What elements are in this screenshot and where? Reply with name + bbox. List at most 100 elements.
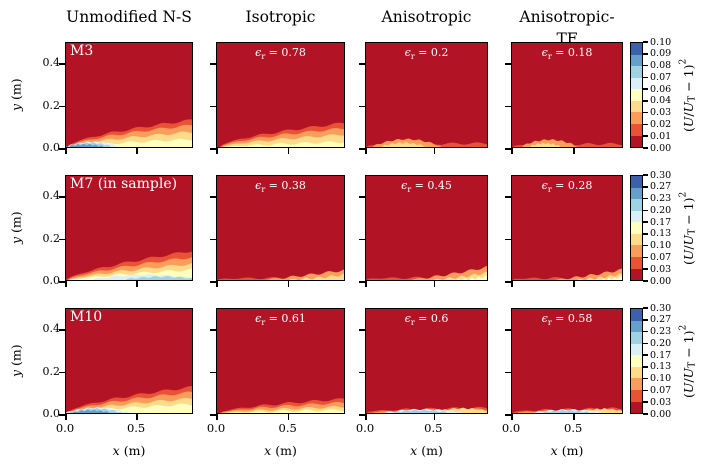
colorbar-tick: [643, 256, 648, 259]
y-tick: [59, 371, 65, 374]
y-tick-label: 0.2: [42, 98, 61, 112]
colorbar-tick: [643, 366, 648, 368]
colorbar-tick: [643, 100, 648, 102]
x-tick-label: 0.5: [424, 421, 443, 435]
y-tick-label: 0.4: [42, 189, 61, 203]
colorbar-tick: [643, 319, 648, 321]
contour-field-svg: [366, 265, 487, 280]
contour-field-svg: [219, 122, 344, 147]
x-tick: [216, 281, 218, 287]
eps-annotation-part: r: [261, 185, 266, 195]
x-tick-label: 0.5: [278, 421, 297, 435]
y-tick: [505, 63, 511, 65]
y-tick: [359, 196, 365, 198]
y-tick: [210, 196, 216, 198]
y-tick: [59, 105, 65, 108]
contour-field-svg: [366, 406, 487, 413]
y-tick: [59, 329, 65, 331]
colorbar-tick-label: 0.27: [650, 314, 672, 326]
colorbar-segment: [631, 343, 642, 356]
eps-annotation-part: =: [265, 46, 282, 59]
colorbar-tick-label: 0.03: [650, 107, 672, 119]
eps-annotation-part: 0.38: [281, 179, 306, 192]
x-tick: [573, 281, 575, 287]
colorbar-segment: [631, 187, 642, 200]
contour-field-svg: [66, 386, 192, 413]
colorbar-tick: [643, 135, 648, 137]
colorbar-tick-label: 0.08: [650, 60, 672, 72]
x-tick: [573, 414, 575, 420]
colorbar-tick-label: 0.10: [650, 240, 672, 252]
x-tick: [511, 414, 513, 420]
eps-annotation: ϵr = 0.6: [366, 312, 487, 327]
eps-annotation: ϵr = 0.38: [217, 179, 344, 194]
y-tick: [210, 63, 216, 65]
subplot-m3-anisotropic-tf: ϵr = 0.18: [505, 42, 623, 154]
colorbar-tick: [643, 244, 648, 247]
y-tick: [359, 238, 365, 241]
x-tick: [573, 148, 575, 154]
column-header-isotropic: Isotropic: [245, 8, 316, 26]
colorbar-tick: [643, 209, 648, 212]
y-tick: [59, 414, 65, 416]
eps-annotation-part: =: [551, 312, 568, 325]
subplot-m3-anisotropic: ϵr = 0.2: [359, 42, 488, 154]
x-axis-label: x (m): [410, 443, 443, 458]
eps-annotation-part: r: [410, 318, 415, 328]
colorbar-tick: [643, 88, 648, 90]
colorbar-tick-label: 0.23: [650, 326, 672, 338]
eps-annotation-part: r: [261, 52, 266, 62]
y-tick: [210, 148, 216, 150]
colorbar-tick-label: 0.17: [650, 216, 672, 228]
x-tick-label: 0.0: [55, 421, 75, 435]
eps-annotation-part: 0.58: [567, 312, 593, 325]
subplot-m10-unmodified-ns: M10: [59, 308, 193, 420]
x-tick: [216, 414, 218, 420]
colorbar-tick: [643, 233, 648, 235]
y-tick: [359, 329, 365, 331]
x-tick-label: 0.5: [126, 421, 146, 435]
y-tick: [505, 281, 511, 283]
contour-field-svg: [219, 398, 344, 413]
colorbar-axis-label: (U/UT − 1)2: [678, 191, 698, 265]
subplot-m7-anisotropic-tf: ϵr = 0.28: [505, 175, 623, 287]
y-tick: [505, 148, 511, 150]
eps-annotation-part: 0.6: [430, 312, 449, 325]
eps-annotation-part: =: [411, 179, 428, 192]
y-tick: [505, 105, 511, 108]
contour-field-svg: [366, 138, 487, 147]
subplot-m10-anisotropic-tf: ϵr = 0.58: [505, 308, 623, 420]
contour-band: [453, 275, 487, 280]
y-tick: [210, 329, 216, 331]
y-tick: [210, 281, 216, 283]
colorbar-tick: [643, 413, 648, 415]
colorbar-tick: [643, 330, 648, 333]
colorbar-tick-label: 0.03: [650, 263, 672, 275]
y-tick: [505, 371, 511, 374]
y-tick: [210, 238, 216, 241]
eps-annotation-part: ϵ: [255, 312, 262, 325]
eps-annotation-part: ϵ: [255, 179, 262, 192]
eps-annotation-part: r: [547, 318, 552, 328]
colorbar-tick: [643, 53, 648, 55]
eps-annotation-part: ϵ: [404, 312, 411, 325]
colorbar-tick: [643, 147, 648, 149]
y-tick: [359, 148, 365, 150]
contour-field-svg: [217, 269, 344, 280]
y-tick: [210, 414, 216, 416]
x-tick: [287, 148, 290, 154]
eps-annotation-part: ϵ: [404, 46, 411, 59]
colorbar-tick-label: 0.06: [650, 83, 672, 95]
colorbar-tick-label: 0.10: [650, 36, 672, 48]
colorbar-tick: [643, 186, 648, 188]
x-tick-label: 0.0: [355, 421, 375, 435]
y-tick: [359, 105, 365, 108]
eps-annotation-part: =: [265, 312, 282, 325]
eps-annotation-part: ϵ: [255, 46, 262, 59]
colorbar-tick-label: 0.02: [650, 118, 672, 130]
subplot-m3-unmodified-ns: M3: [59, 42, 193, 154]
colorbar-tick-label: 0.09: [650, 48, 672, 60]
subplot-m10-isotropic: ϵr = 0.61: [210, 308, 345, 420]
colorbar-tick-label: 0.20: [650, 204, 672, 216]
row-label: M7 (in sample): [70, 176, 178, 192]
